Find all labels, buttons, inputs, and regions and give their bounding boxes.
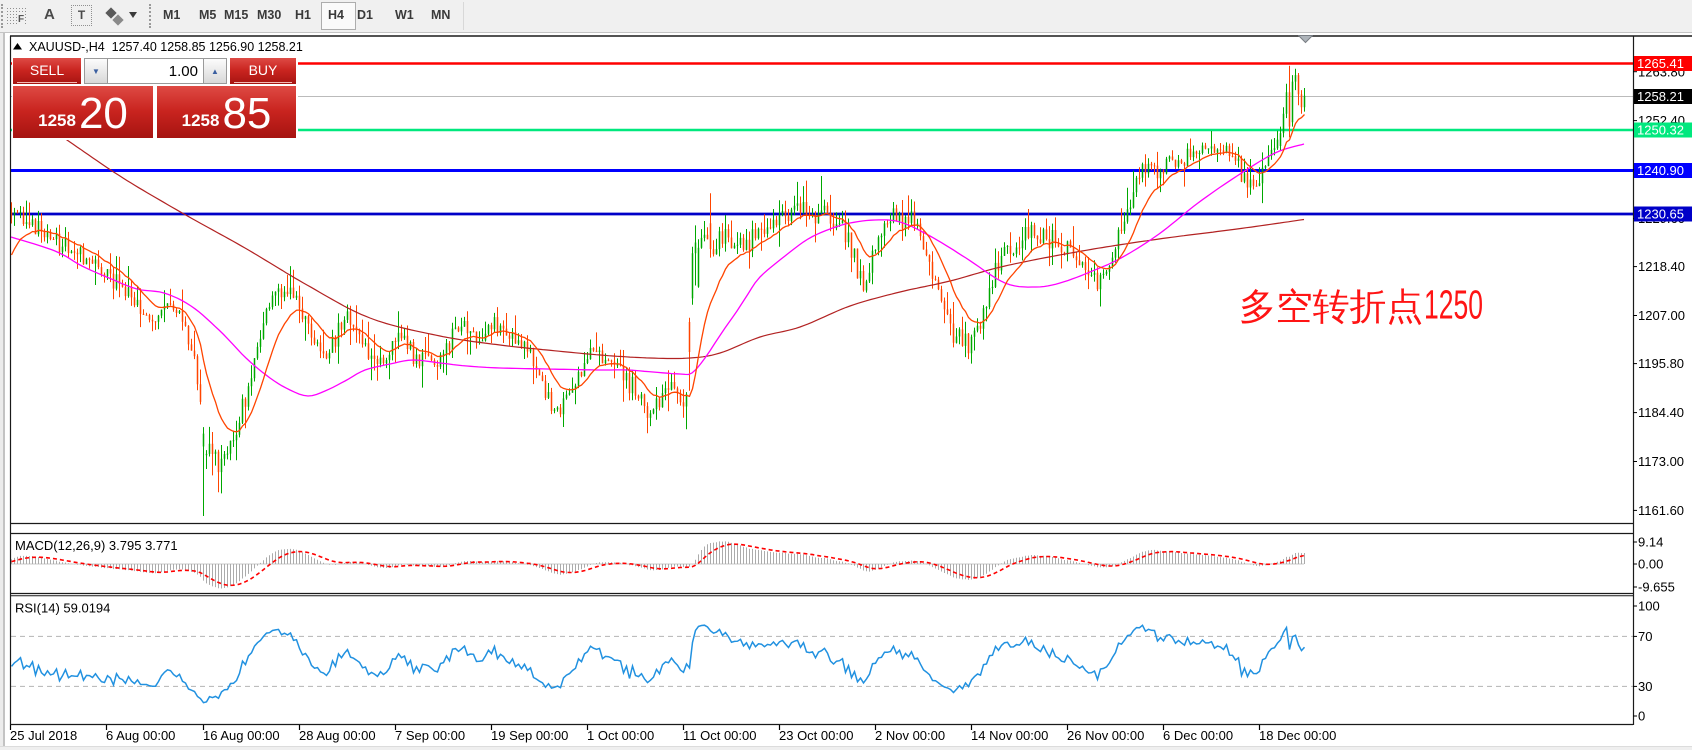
- svg-text:0: 0: [1638, 709, 1645, 724]
- svg-text:0.00: 0.00: [1638, 557, 1663, 572]
- svg-text:1258.21: 1258.21: [1637, 89, 1684, 104]
- svg-text:19 Sep 00:00: 19 Sep 00:00: [491, 728, 568, 743]
- svg-text:6 Dec 00:00: 6 Dec 00:00: [1163, 728, 1233, 743]
- svg-text:1240.90: 1240.90: [1637, 163, 1684, 178]
- svg-text:16 Aug 00:00: 16 Aug 00:00: [203, 728, 280, 743]
- svg-text:30: 30: [1638, 679, 1652, 694]
- svg-text:1250: 1250: [1424, 283, 1483, 328]
- svg-text:-9.655: -9.655: [1638, 580, 1675, 595]
- svg-text:11 Oct 00:00: 11 Oct 00:00: [683, 728, 756, 743]
- svg-text:1207.00: 1207.00: [1638, 308, 1685, 323]
- svg-text:1265.41: 1265.41: [1637, 56, 1684, 71]
- svg-text:25 Jul 2018: 25 Jul 2018: [10, 728, 77, 743]
- svg-text:14 Nov 00:00: 14 Nov 00:00: [971, 728, 1048, 743]
- svg-text:1218.40: 1218.40: [1638, 259, 1685, 274]
- svg-text:1173.00: 1173.00: [1638, 454, 1684, 469]
- svg-text:6 Aug 00:00: 6 Aug 00:00: [106, 728, 175, 743]
- svg-text:1 Oct 00:00: 1 Oct 00:00: [587, 728, 654, 743]
- svg-text:MACD(12,26,9) 3.795 3.771: MACD(12,26,9) 3.795 3.771: [15, 538, 178, 553]
- svg-text:1230.65: 1230.65: [1637, 207, 1684, 222]
- svg-text:1161.60: 1161.60: [1638, 503, 1684, 518]
- svg-text:1250.32: 1250.32: [1637, 123, 1684, 138]
- svg-text:2 Nov 00:00: 2 Nov 00:00: [875, 728, 945, 743]
- svg-text:70: 70: [1638, 629, 1652, 644]
- svg-text:1195.80: 1195.80: [1638, 356, 1684, 371]
- svg-text:XAUUSD-,H4 1257.40 1258.85 12: XAUUSD-,H4 1257.40 1258.85 1256.90 1258.…: [29, 40, 303, 54]
- svg-text:7 Sep 00:00: 7 Sep 00:00: [395, 728, 465, 743]
- svg-text:26 Nov 00:00: 26 Nov 00:00: [1067, 728, 1144, 743]
- svg-text:1184.40: 1184.40: [1638, 405, 1684, 420]
- svg-text:18 Dec 00:00: 18 Dec 00:00: [1259, 728, 1336, 743]
- svg-text:100: 100: [1638, 599, 1660, 614]
- svg-text:28 Aug 00:00: 28 Aug 00:00: [299, 728, 376, 743]
- svg-text:RSI(14) 59.0194: RSI(14) 59.0194: [15, 601, 110, 616]
- svg-text:9.14: 9.14: [1638, 535, 1663, 550]
- svg-text:23 Oct 00:00: 23 Oct 00:00: [779, 728, 853, 743]
